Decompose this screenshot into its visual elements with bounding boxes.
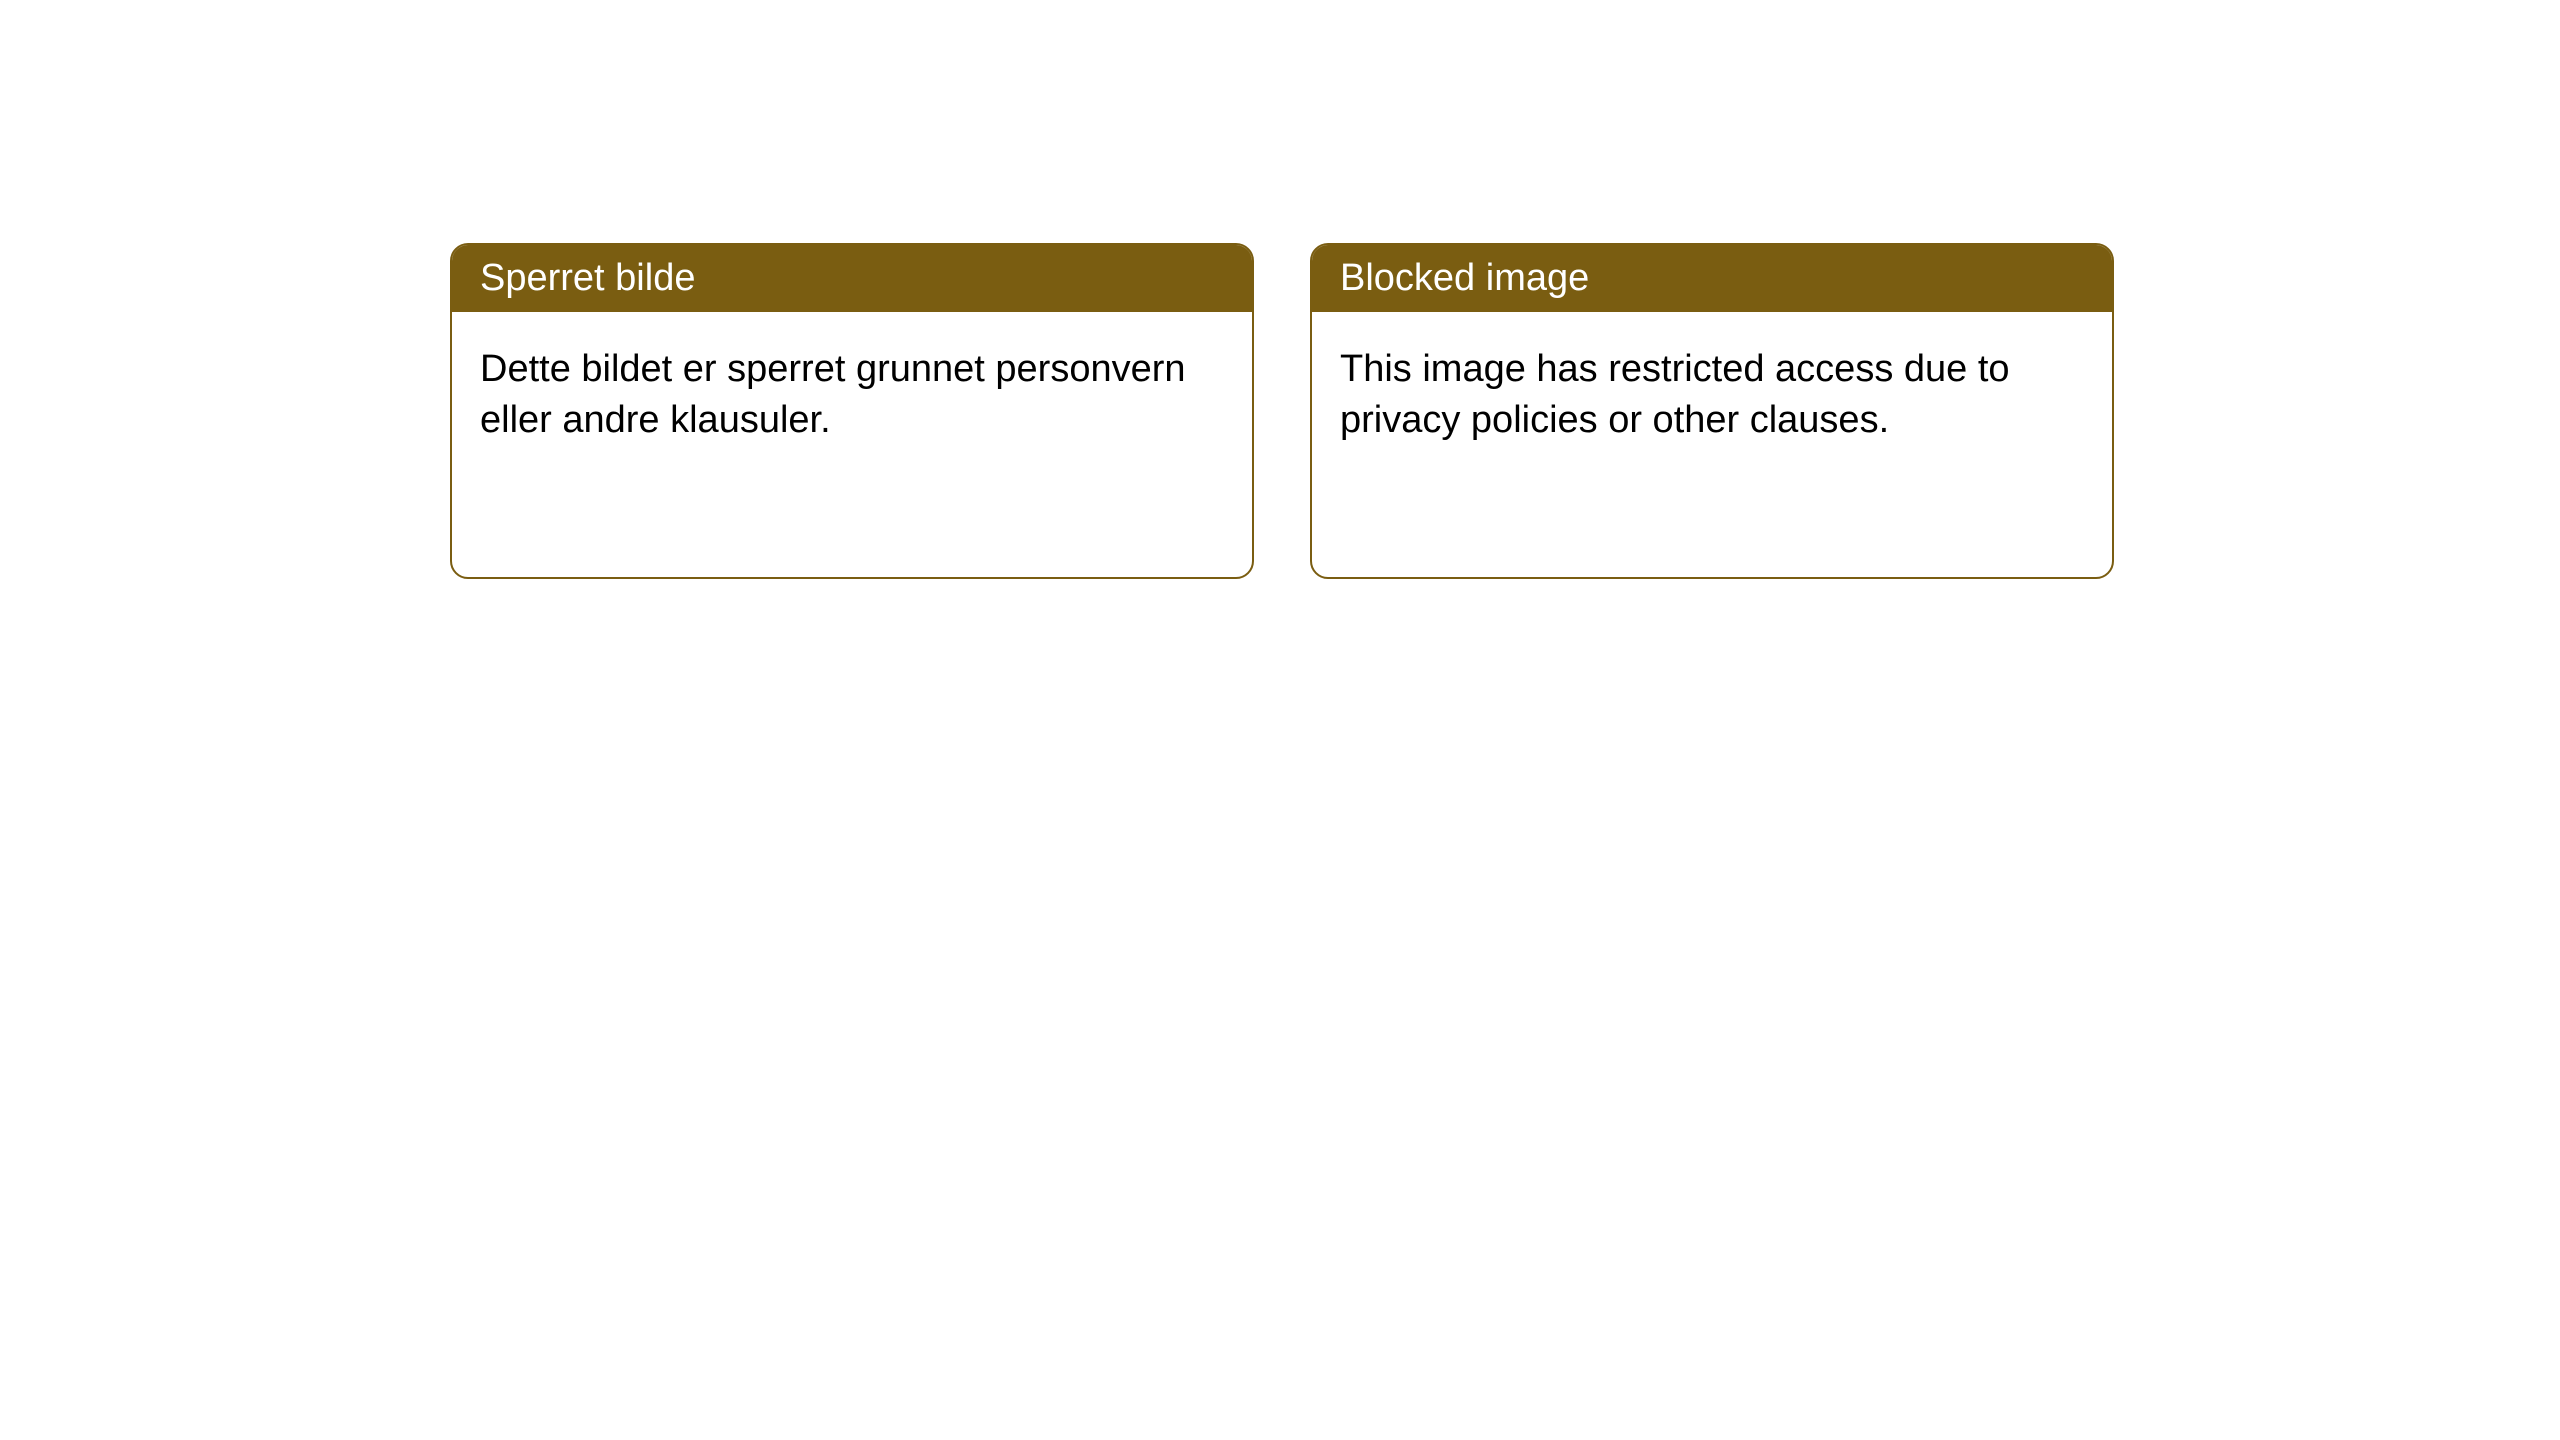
card-title: Blocked image <box>1340 257 1589 299</box>
notice-card-norwegian: Sperret bilde Dette bildet er sperret gr… <box>450 243 1254 579</box>
card-header: Sperret bilde <box>452 245 1252 312</box>
card-message: This image has restricted access due to … <box>1340 348 2010 441</box>
card-body: This image has restricted access due to … <box>1312 312 2112 479</box>
notice-card-english: Blocked image This image has restricted … <box>1310 243 2114 579</box>
card-body: Dette bildet er sperret grunnet personve… <box>452 312 1252 479</box>
card-message: Dette bildet er sperret grunnet personve… <box>480 348 1186 441</box>
notice-cards-container: Sperret bilde Dette bildet er sperret gr… <box>450 243 2114 579</box>
card-header: Blocked image <box>1312 245 2112 312</box>
card-title: Sperret bilde <box>480 257 695 299</box>
